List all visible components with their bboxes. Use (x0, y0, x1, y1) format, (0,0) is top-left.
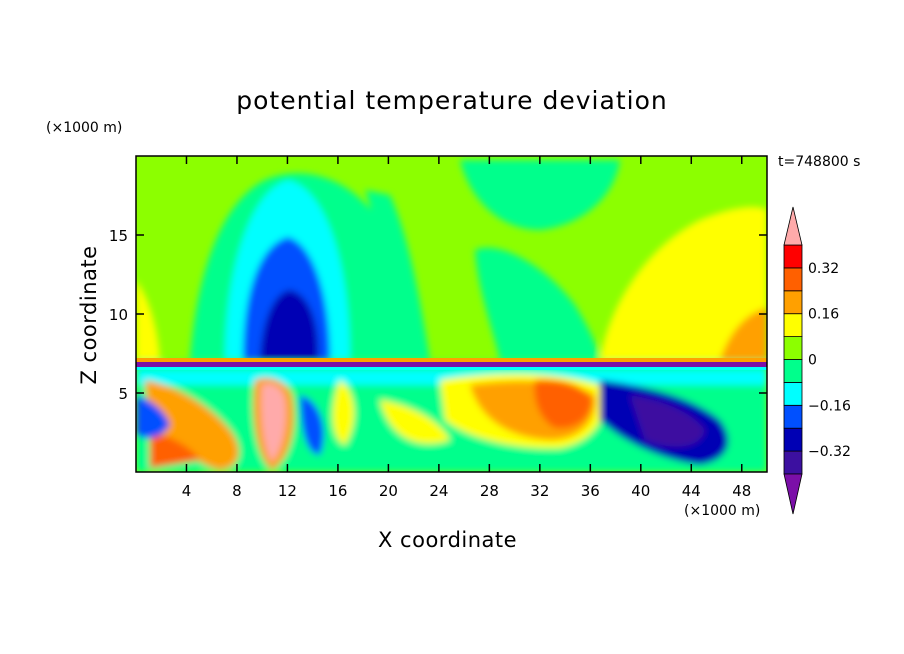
colorbar-swatch (783, 381, 803, 406)
x-tick-label: 20 (379, 482, 398, 500)
x-tick-label: 24 (429, 482, 448, 500)
x-tick-label: 16 (328, 482, 347, 500)
colorbar-swatch (783, 244, 803, 269)
x-tick-label: 8 (232, 482, 242, 500)
colorbar-extend-min (783, 473, 803, 515)
colorbar-swatch (783, 313, 803, 338)
y-tick-label: 15 (109, 227, 128, 245)
x-tick-label: 44 (682, 482, 701, 500)
colorbar-label: −0.32 (808, 444, 851, 460)
colorbar: −0.32 −0.16 0 0.16 0.32 (783, 206, 851, 515)
colorbar-swatch (783, 336, 803, 360)
contour-field (136, 156, 767, 472)
colorbar-swatch (783, 404, 803, 429)
y-tick-label: 5 (118, 385, 128, 403)
colorbar-label: −0.16 (808, 398, 851, 414)
time-label: t=748800 s (778, 154, 861, 170)
colorbar-swatch (783, 290, 803, 315)
x-tick-label: 32 (530, 482, 549, 500)
x-axis-unit: (×1000 m) (684, 503, 761, 519)
colorbar-swatch (783, 427, 803, 452)
colorbar-swatch (783, 359, 803, 383)
x-tick-label: 12 (278, 482, 297, 500)
colorbar-extend-max (783, 206, 803, 246)
y-tick-label: 10 (109, 306, 128, 324)
x-tick-label: 4 (182, 482, 192, 500)
colorbar-label: 0 (808, 353, 817, 369)
chart-title: potential temperature deviation (236, 86, 668, 115)
y-axis-unit: (×1000 m) (46, 120, 123, 136)
x-axis-label: X coordinate (378, 528, 518, 552)
colorbar-swatch (783, 450, 803, 475)
x-tick-label: 36 (581, 482, 600, 500)
colorbar-label: 0.16 (808, 307, 839, 323)
x-tick-label: 28 (480, 482, 499, 500)
x-tick-label: 48 (732, 482, 751, 500)
colorbar-label: 0.32 (808, 261, 839, 277)
colorbar-swatch (783, 267, 803, 292)
x-tick-label: 40 (631, 482, 650, 500)
